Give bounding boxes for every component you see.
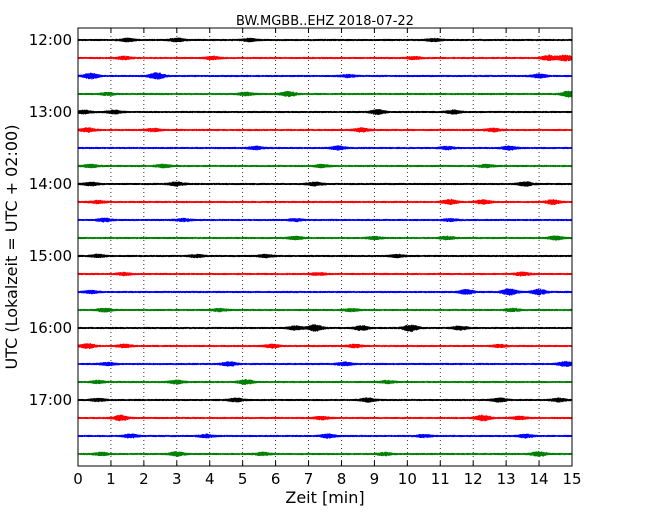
trace-1400 [77,181,573,187]
x-tick-label-13: 13 [497,470,516,488]
x-axis-label: Zeit [min] [285,488,364,507]
trace-1645 [77,378,573,386]
trace-1200 [77,37,573,43]
y-tick-label-0: 12:00 [29,31,72,49]
x-tick-label-1: 1 [106,470,116,488]
trace-1500 [77,253,573,259]
trace-1300 [77,109,573,116]
trace-1245 [77,90,573,98]
y-tick-label-2: 14:00 [29,175,72,193]
x-tick-label-9: 9 [370,470,380,488]
trace-lines [77,37,573,458]
trace-1630 [77,360,573,367]
x-tick-label-2: 2 [139,470,149,488]
y-tick-label-4: 16:00 [29,319,72,337]
trace-1430 [77,217,573,223]
trace-1730 [77,433,573,439]
trace-1545 [77,307,573,313]
trace-1745 [77,450,573,458]
x-tick-label-0: 0 [73,470,83,488]
trace-1230 [77,72,573,80]
x-tick-label-15: 15 [562,470,581,488]
x-tick-label-10: 10 [398,470,417,488]
trace-1345 [77,163,573,169]
y-tick-label-3: 15:00 [29,247,72,265]
x-tick-label-5: 5 [238,470,248,488]
x-tick-label-14: 14 [530,470,549,488]
trace-1445 [77,235,573,241]
x-tick-label-12: 12 [464,470,483,488]
x-tick-label-3: 3 [172,470,182,488]
axis-ticks: 0 1 2 3 4 5 6 7 8 9 10 11 12 13 14 1512:0013:0014:0015:… [29,28,582,488]
x-tick-label-8: 8 [337,470,347,488]
trace-1715 [77,414,573,422]
trace-1415 [77,198,573,205]
y-tick-label-5: 17:00 [29,391,72,409]
trace-1315 [77,127,573,133]
plot-frame [77,27,573,467]
chart-title: BW.MGBB..EHZ 2018-07-22 [236,14,414,29]
trace-1515 [77,271,573,277]
trace-1700 [77,397,573,403]
trace-1600 [77,324,573,332]
x-tick-label-6: 6 [271,470,281,488]
x-tick-label-4: 4 [205,470,215,488]
y-tick-label-1: 13:00 [29,103,72,121]
x-tick-label-11: 11 [431,470,450,488]
trace-1530 [77,288,573,296]
trace-1330 [77,145,573,151]
x-tick-label-7: 7 [304,470,314,488]
trace-1615 [77,343,573,350]
y-axis-label: UTC (Lokalzeit = UTC + 02:00) [2,125,21,370]
trace-1215 [77,54,573,62]
